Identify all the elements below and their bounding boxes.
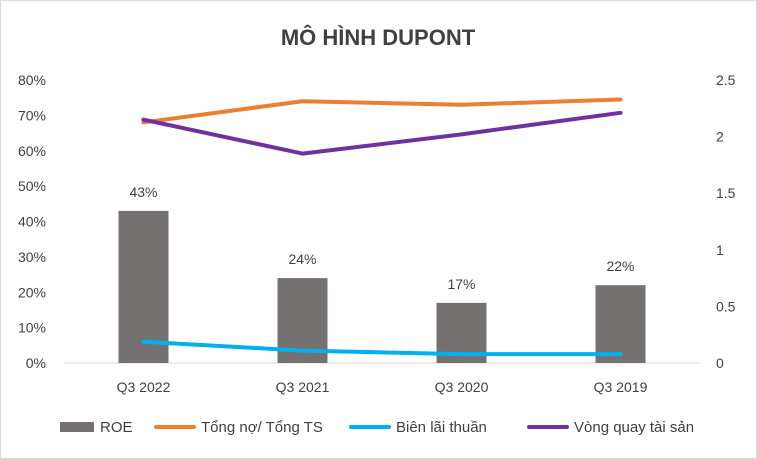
legend-label: ROE: [100, 419, 133, 436]
y-left-tick-label: 60%: [18, 143, 46, 159]
y-left-tick-label: 10%: [18, 320, 46, 336]
y-right-tick-label: 1.5: [716, 185, 736, 201]
x-tick-label: Q3 2022: [117, 379, 171, 395]
y-left-tick-label: 70%: [18, 107, 46, 123]
y-right-tick-label: 1: [716, 242, 724, 258]
roe-data-label: 43%: [129, 184, 157, 200]
line-series-0: [141, 97, 623, 125]
roe-bar: [595, 285, 646, 363]
roe-bar: [118, 210, 169, 363]
roe-bars: 43% 24% 17% 22%: [118, 184, 646, 363]
y-left-tick-label: 0%: [26, 355, 46, 371]
line-series-1: [141, 339, 623, 357]
x-axis: Q3 2022 Q3 2021 Q3 2020 Q3 2019: [117, 379, 648, 395]
y-right-tick-label: 0: [716, 355, 724, 371]
roe-data-label: 24%: [288, 251, 316, 267]
y-left-tick-label: 80%: [18, 72, 46, 88]
roe-data-label: 22%: [606, 258, 634, 274]
y-right-tick-label: 2.5: [716, 72, 736, 88]
y-left-tick-label: 20%: [18, 284, 46, 300]
line-series: [141, 97, 623, 357]
y-right-tick-label: 0.5: [716, 298, 736, 314]
x-tick-label: Q3 2021: [276, 379, 330, 395]
chart-title: MÔ HÌNH DUPONT: [281, 25, 476, 50]
y-right-tick-label: 2: [716, 129, 724, 145]
roe-data-label: 17%: [447, 276, 475, 292]
y-axis-right: 0 0.5 1 1.5 2 2.5: [716, 72, 736, 371]
legend-label: Tổng nợ/ Tổng TS: [201, 419, 323, 436]
legend-label: Biên lãi thuần: [396, 419, 487, 436]
y-left-tick-label: 50%: [18, 178, 46, 194]
x-tick-label: Q3 2020: [435, 379, 489, 395]
legend: ROE Tổng nợ/ Tổng TS Biên lãi thuần Vòng qu…: [60, 419, 694, 436]
x-tick-label: Q3 2019: [594, 379, 648, 395]
legend-label: Vòng quay tài sản: [574, 419, 694, 436]
line-series-2: [141, 110, 623, 156]
y-axis-left: 0% 10% 20% 30% 40% 50% 60% 70% 80%: [18, 72, 46, 371]
y-left-tick-label: 40%: [18, 214, 46, 230]
y-left-tick-label: 30%: [18, 249, 46, 265]
legend-swatch-roe: [60, 422, 94, 432]
